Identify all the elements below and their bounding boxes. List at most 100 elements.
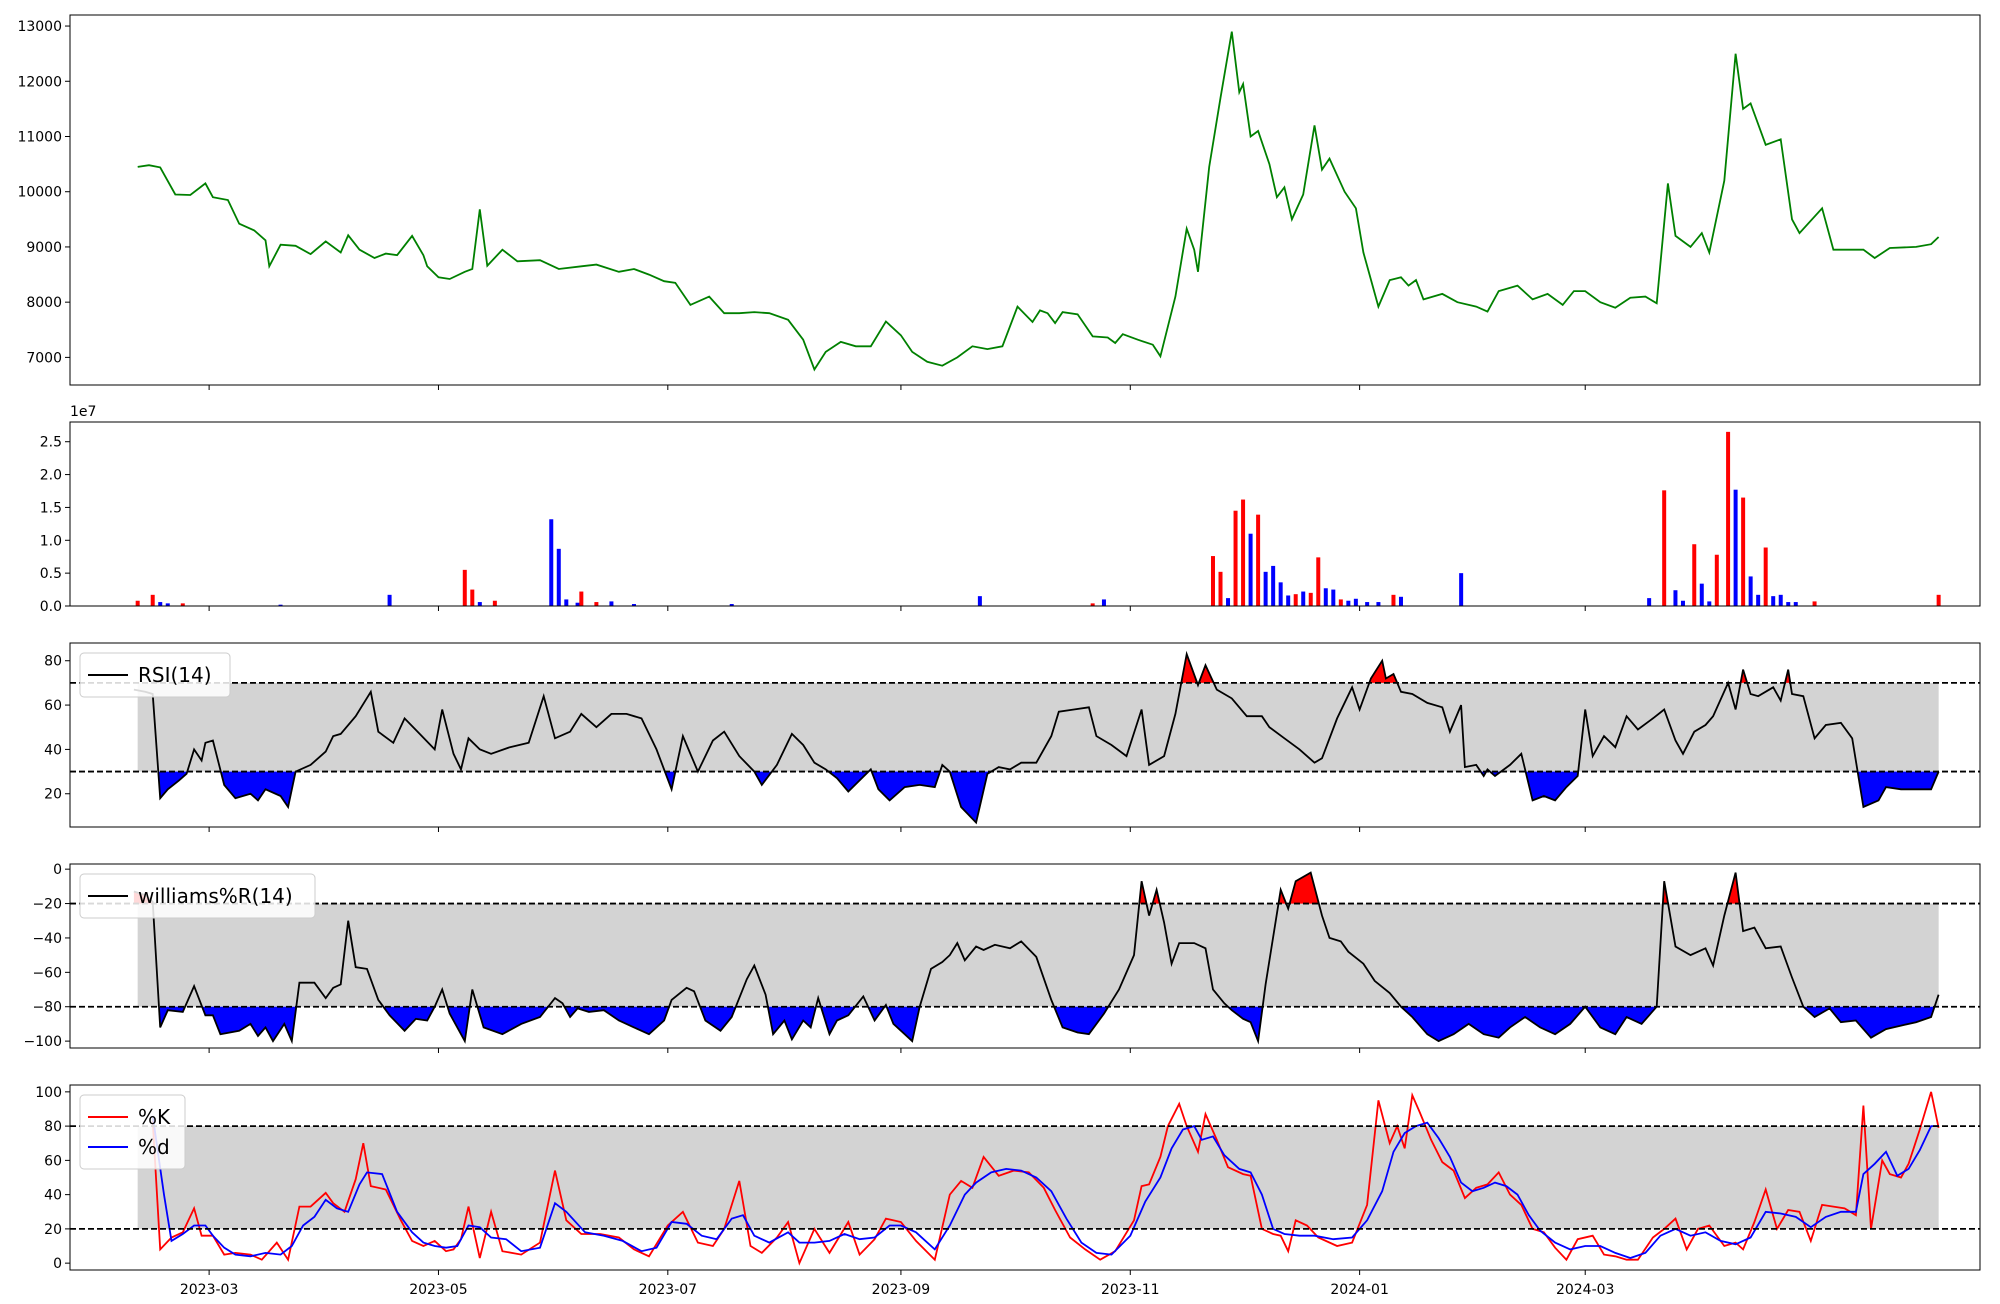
price-ytick-label: 7000 [26, 350, 62, 366]
volume-bar [1308, 592, 1313, 606]
volume-bar [1726, 431, 1731, 606]
volume-bar [180, 603, 185, 606]
williams-oversold-fill [1401, 1006, 1657, 1042]
rsi-oversold-fill [949, 771, 992, 823]
volume-bar [158, 602, 163, 606]
volume-scale-label: 1e7 [70, 404, 96, 420]
volume-bar [564, 599, 569, 606]
volume-bar [1699, 583, 1704, 606]
price-series-line-0 [137, 31, 1940, 372]
volume-bar [1278, 582, 1283, 606]
volume-bar [1741, 497, 1746, 606]
rsi-legend-label: RSI(14) [138, 663, 212, 687]
williams-ytick-label: −60 [32, 965, 62, 981]
volume-bar [1241, 499, 1246, 606]
volume-bar [1365, 602, 1370, 606]
williams-band [137, 903, 1939, 1007]
williams-oversold-fill [383, 1006, 435, 1031]
price-ytick-label: 12000 [17, 74, 62, 90]
stochastic-series-line-0 [151, 1091, 1940, 1266]
williams-overbought-fill [1289, 872, 1319, 904]
x-tick-label: 2023-07 [639, 1282, 698, 1298]
rsi-frame [69, 642, 1981, 828]
volume-bar [1301, 591, 1306, 606]
williams-ytick-label: −20 [32, 897, 62, 913]
volume-bar [135, 600, 140, 606]
price-ytick-label: 8000 [26, 295, 62, 311]
williams-ytick-label: 0 [53, 862, 62, 878]
volume-bar [1353, 598, 1358, 606]
volume-bar [1707, 601, 1712, 606]
rsi-ytick-label: 80 [44, 654, 62, 670]
stochastic-ytick-label: 20 [44, 1222, 62, 1238]
stochastic-legend: %K %d [79, 1094, 186, 1170]
williams-oversold-fill [1228, 1006, 1263, 1042]
volume-bar [1692, 544, 1697, 606]
x-tick-label: 2023-11 [1101, 1282, 1160, 1298]
williams-oversold-fill [1803, 1006, 1935, 1038]
stochastic-series-line-1 [151, 1115, 1939, 1259]
volume-bar [1331, 589, 1336, 606]
volume-bar [631, 604, 636, 606]
stochastic-panel: 0 20 40 60 80 100 %K %d [35, 1084, 1981, 1275]
rsi-overbought-fill [1369, 660, 1398, 683]
williams-legend: williams%R(14) [79, 873, 316, 919]
williams-oversold-fill [820, 1006, 856, 1035]
volume-ytick-label: 0.5 [40, 566, 62, 582]
price-ytick-label: 11000 [17, 129, 62, 145]
volume-bar [462, 569, 467, 606]
volume-bar [1936, 594, 1941, 606]
volume-bar [977, 596, 982, 606]
x-tick-label: 2023-09 [872, 1282, 931, 1298]
stochastic-ytick-label: 80 [44, 1119, 62, 1135]
volume-bar [278, 604, 283, 606]
volume-bar [1647, 598, 1652, 606]
williams-oversold-fill [767, 1006, 816, 1040]
volume-bar [1778, 594, 1783, 606]
volume-bar [1748, 576, 1753, 606]
rsi-overbought-fill [1198, 665, 1214, 683]
williams-oversold-fill [477, 1006, 549, 1035]
stochastic-ytick-label: 40 [44, 1188, 62, 1204]
volume-bar [1812, 601, 1817, 606]
volume-bar [1763, 547, 1768, 606]
rsi-oversold-fill [871, 771, 940, 801]
stochastic-legend-label: %K [138, 1105, 171, 1129]
rsi-ytick-label: 20 [44, 787, 62, 803]
volume-bar [1459, 573, 1464, 606]
williams-ytick-label: −80 [32, 1000, 62, 1016]
price-ytick-label: 9000 [26, 240, 62, 256]
volume-bar [1376, 602, 1381, 606]
volume-bar [1398, 596, 1403, 606]
volume-bar [1101, 599, 1106, 606]
rsi-oversold-fill [220, 771, 296, 807]
rsi-legend-box [79, 652, 231, 698]
volume-bar [609, 601, 614, 606]
volume-bar [1090, 603, 1095, 606]
volume-bar [1271, 565, 1276, 606]
volume-bar [1793, 602, 1798, 606]
volume-bar [1346, 600, 1351, 606]
stochastic-ytick-label: 60 [44, 1153, 62, 1169]
williams-oversold-fill [1054, 1006, 1109, 1035]
volume-bar [1391, 594, 1396, 606]
volume-bar [556, 548, 561, 606]
volume-bar [1673, 590, 1678, 606]
volume-ytick-label: 1.0 [40, 533, 62, 549]
volume-bar [165, 603, 170, 606]
williams-panel: −100 −80 −60 −40 −20 0 williams%R(14) [24, 862, 1981, 1053]
rsi-oversold-fill [828, 771, 869, 792]
volume-bar [1233, 510, 1238, 606]
rsi-line [133, 650, 1940, 825]
williams-oversold-fill [564, 1006, 670, 1035]
williams-oversold-fill [159, 1006, 186, 1028]
price-ytick-label: 13000 [17, 19, 62, 35]
volume-bar [1662, 490, 1667, 606]
rsi-oversold-fill [754, 771, 772, 785]
volume-bar [1756, 594, 1761, 606]
volume-bar [1786, 602, 1791, 606]
rsi-oversold-fill [1857, 771, 1939, 807]
volume-ytick-label: 2.5 [40, 435, 62, 451]
